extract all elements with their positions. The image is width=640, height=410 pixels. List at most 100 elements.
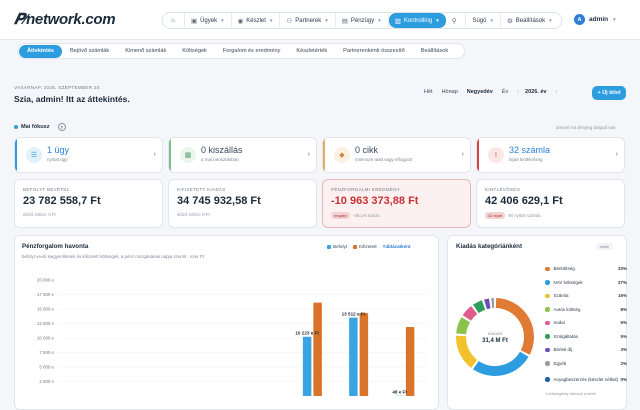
category-name: Bérleti díj <box>554 347 621 352</box>
tab-kimeno-szamlak[interactable]: Kimenő számlák <box>117 45 174 58</box>
category-name: Számla <box>554 293 618 298</box>
category-dot <box>545 307 550 312</box>
legend-kifizetett[interactable]: Kifizetett <box>353 244 377 249</box>
focus-card-stock[interactable]: ◆ 0 cikk minimum alatt vagy elfogyott › <box>322 137 471 173</box>
card-value: 0 cikk <box>355 145 378 155</box>
card-value: 1 ügy <box>47 145 69 155</box>
category-dot <box>545 361 550 366</box>
briefcase-icon: ▣ <box>191 17 197 25</box>
chevron-right-icon: › <box>462 151 464 158</box>
kpi-value: -10 963 373,88 Ft <box>331 195 418 207</box>
card-accent <box>169 138 171 173</box>
nav-keszlet[interactable]: ◉Készlet▼ <box>232 13 281 28</box>
legend-befolyt[interactable]: Befolyt <box>327 244 347 249</box>
category-dot <box>545 294 550 299</box>
kpi-revenue[interactable]: BEFOLYT BEVÉTEL 23 782 558,7 Ft előző év… <box>14 179 163 228</box>
page-title: Szia, admin! Itt az áttekintés. <box>14 94 130 104</box>
subtab-bar: Áttekintés Bejövő számlák Kimenő számlák… <box>17 43 465 59</box>
focus-card-deliveries[interactable]: ▦ 0 kiszállás a mai beosztásban › <box>168 137 317 173</box>
kpi-result[interactable]: PÉNZFORGALMI EREDMÉNY -10 963 373,88 Ft … <box>322 179 471 228</box>
focus-card-open-cases[interactable]: ☰ 1 ügy nyitott ügy › <box>14 137 163 173</box>
box-icon: ◆ <box>334 147 350 163</box>
chevron-down-icon: ▼ <box>324 18 328 23</box>
nav-label: Készlet <box>246 18 266 24</box>
period-year[interactable]: Év <box>502 89 508 95</box>
chevron-down-icon: ▼ <box>612 17 616 22</box>
category-footer: 1 költséghely fránzók a nettó <box>545 391 596 396</box>
nav-label: Ügyek <box>200 18 217 24</box>
tab-keszletertek[interactable]: Készletérték <box>288 45 335 58</box>
focus-title: Mai fókusz <box>21 124 50 130</box>
tab-koltsegek[interactable]: Költségek <box>174 45 215 58</box>
period-month[interactable]: Hónap <box>442 89 458 95</box>
tab-beallitasok[interactable]: Beállítások <box>413 45 456 58</box>
card-sub: nyitott ügy <box>47 157 68 162</box>
kpi-sub-text: 90 nyitott számla <box>508 213 540 218</box>
wallet-icon: ▤ <box>342 17 348 25</box>
kpi-label: KIFIZETETT KIADÁS <box>177 187 226 192</box>
nav-penzugy[interactable]: ▤Pénzügy▼ <box>336 13 389 28</box>
y-tick-label: 2 500 e <box>39 379 54 384</box>
card-accent <box>15 138 17 173</box>
current-date: VASÁRNAP, 2026. SZEPTEMBER 20. <box>14 85 101 90</box>
top-bar: 𝑷⁄network.com ⌂ ▣Ügyek▼ ◉Készlet▼ ⚇Partn… <box>0 0 640 40</box>
donut-center-value: 31,4 M Ft <box>482 338 508 344</box>
tab-bejovo-szamlak[interactable]: Bejövő számlák <box>62 45 117 58</box>
nav-label: Kontrolling <box>404 18 432 24</box>
nav-ugyek[interactable]: ▣Ügyek▼ <box>185 13 232 28</box>
tab-partnerenkenti[interactable]: Partnerenkénti összesítő <box>335 45 413 58</box>
nav-sugo[interactable]: Súgó▼ <box>466 13 500 28</box>
nav-kontrolling[interactable]: ▥Kontrolling▼ <box>389 13 446 28</box>
period-selector: Hét Hónap Negyedév Év ‹ 2026. év › <box>424 89 563 95</box>
kpi-sub: előző évhez: 0 Ft <box>177 212 210 217</box>
avatar: A <box>574 14 585 25</box>
search-icon: ⚲ <box>452 17 457 25</box>
focus-card-invoices[interactable]: ! 32 számla lejárt kintlévőség › <box>476 137 625 173</box>
chevron-right-icon: › <box>308 151 310 158</box>
tab-attekintes[interactable]: Áttekintés <box>19 45 62 58</box>
category-name: NAV költségek <box>554 280 618 285</box>
netto-toggle[interactable]: nettó <box>596 243 613 250</box>
category-item[interactable]: Anyagbeszerzés (készlet nélkül)0% <box>545 370 627 389</box>
chevron-down-icon: ▼ <box>548 18 552 23</box>
card-sub: a mai beosztásban <box>201 157 239 162</box>
donut-slice <box>476 305 484 309</box>
nav-beallitasok[interactable]: ⚙Beállítások▼ <box>501 13 559 28</box>
nav-partnerek[interactable]: ⚇Partnerek▼ <box>280 13 335 28</box>
new-item-button[interactable]: + Új tétel <box>592 86 626 100</box>
nav-search[interactable]: ⚲ <box>446 13 467 28</box>
kpi-label: KINTLÉVŐSÉG <box>485 187 520 192</box>
category-name: Bérköltség <box>554 266 618 271</box>
card-sub: minimum alatt vagy elfogyott <box>355 157 412 162</box>
invoice-icon: ! <box>488 147 504 163</box>
data-label: 10 223 e Ft <box>295 331 319 336</box>
status-badge: 32 lejárt <box>485 212 505 219</box>
brand-logo[interactable]: 𝑷⁄network.com <box>14 11 115 28</box>
box-icon: ◉ <box>238 17 244 25</box>
kpi-expense[interactable]: KIFIZETETT KIADÁS 34 745 932,58 Ft előző… <box>168 179 317 228</box>
data-label: 48 e Ft <box>392 390 407 395</box>
home-icon: ⌂ <box>171 17 175 24</box>
nav-home[interactable]: ⌂ <box>165 13 185 28</box>
chevron-left-icon[interactable]: ‹ <box>517 89 519 95</box>
help-icon[interactable]: ? <box>58 123 66 131</box>
chevron-right-icon[interactable]: › <box>555 89 557 95</box>
category-title: Kiadás kategóriánként <box>456 243 522 250</box>
user-menu[interactable]: A admin ▼ <box>574 14 617 25</box>
period-quarter[interactable]: Negyedév <box>467 89 493 95</box>
y-tick-label: 5 000 e <box>39 365 54 370</box>
period-week[interactable]: Hét <box>424 89 433 95</box>
table-view-link[interactable]: Táblázatként <box>383 244 411 249</box>
tab-forgalom[interactable]: Forgalom és eredmény <box>215 45 289 58</box>
